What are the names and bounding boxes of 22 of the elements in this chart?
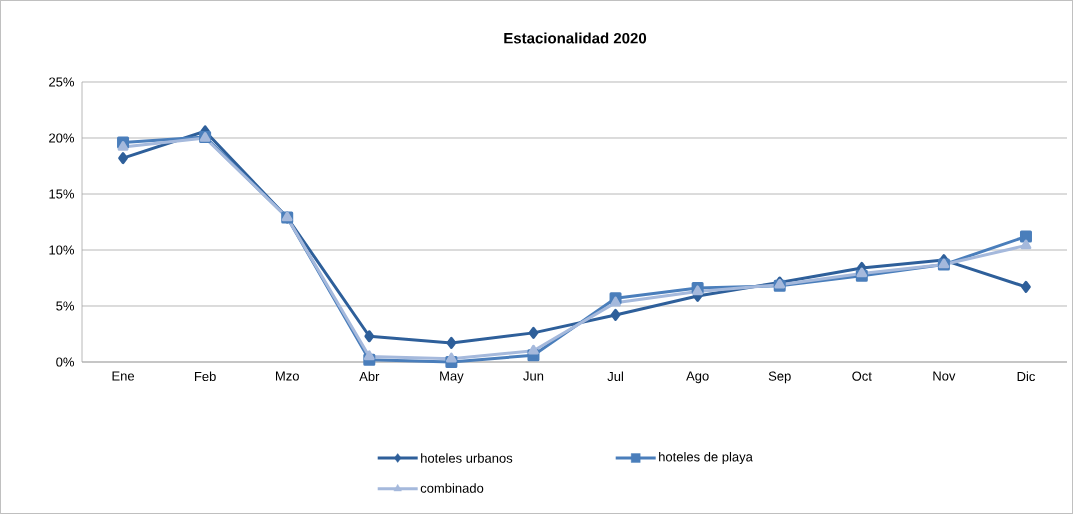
x-tick-label: Feb <box>194 371 216 382</box>
y-tick-label: 10% <box>49 245 75 255</box>
x-tick-label: Ago <box>686 371 709 384</box>
x-tick-label: Nov <box>933 371 956 381</box>
y-tick-label: 0% <box>56 357 75 367</box>
y-tick-label: 25% <box>49 77 75 87</box>
x-tick-label: Dic <box>1017 371 1036 382</box>
legend-label: hoteles de playa <box>659 451 753 465</box>
y-tick-label: 20% <box>49 133 75 143</box>
legend-label: hoteles urbanos <box>421 453 513 463</box>
x-tick-label: May <box>440 371 464 384</box>
x-tick-label: Ene <box>112 371 135 381</box>
chart-title: Estacionalidad 2020 <box>504 32 647 44</box>
x-tick-label: Jun <box>523 371 544 381</box>
y-tick-label: 5% <box>56 301 75 311</box>
legend-label: combinado <box>420 483 484 493</box>
x-tick-label: Jul <box>607 371 623 382</box>
x-tick-label: Abr <box>359 371 380 382</box>
x-tick-label: Oct <box>852 371 872 381</box>
x-tick-label: Sep <box>768 371 791 384</box>
y-tick-label: 15% <box>49 189 75 199</box>
x-tick-label: Mzo <box>275 371 299 381</box>
